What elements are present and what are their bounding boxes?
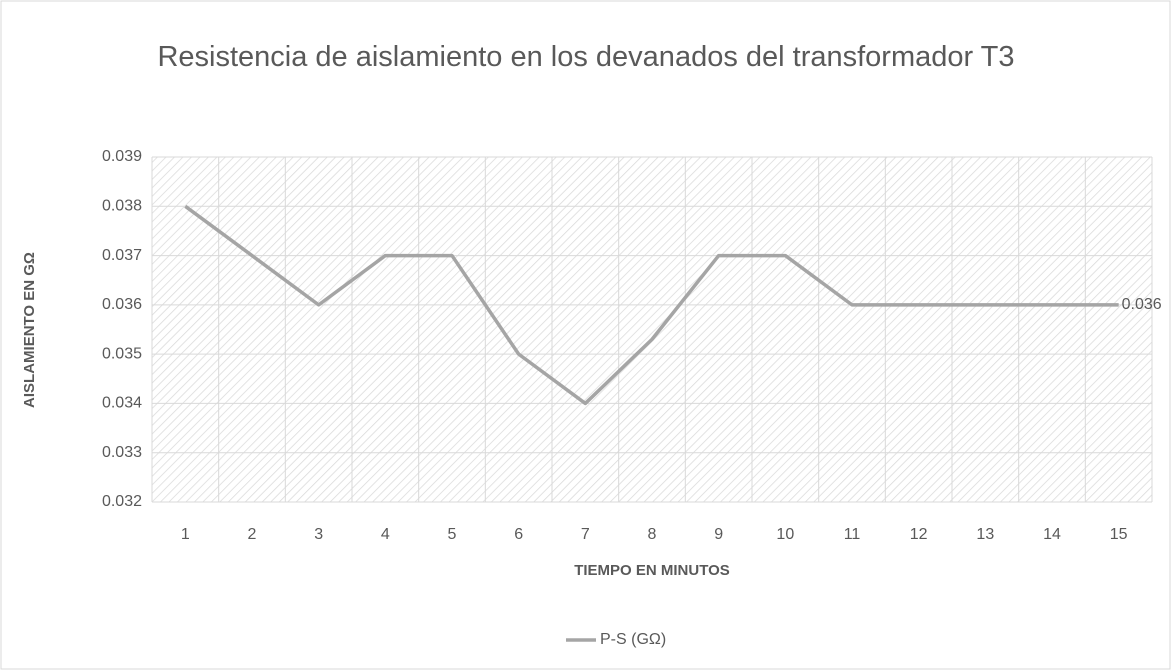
legend-label: P-S (GΩ): [600, 631, 666, 648]
x-tick-label: 6: [514, 526, 523, 543]
x-axis-label: TIEMPO EN MINUTOS: [574, 562, 730, 579]
x-tick-label: 11: [844, 526, 861, 543]
x-tick-label: 14: [1043, 526, 1061, 543]
plot-area: [152, 157, 1152, 502]
chart-title: Resistencia de aislamiento en los devana…: [157, 41, 1015, 73]
x-tick-label: 5: [448, 526, 457, 543]
x-tick-label: 8: [648, 526, 657, 543]
series-line: [184, 204, 1119, 406]
y-tick-label: 0.032: [102, 493, 142, 510]
x-tick-label: 7: [581, 526, 590, 543]
y-axis-label: AISLAMIENTO EN GΩ: [21, 252, 38, 408]
data-label: 0.036: [1122, 296, 1162, 313]
x-tick-label: 4: [381, 526, 390, 543]
x-tick-label: 10: [776, 526, 794, 543]
y-tick-label: 0.033: [102, 444, 142, 461]
x-tick-label: 2: [248, 526, 257, 543]
y-tick-label: 0.035: [102, 345, 142, 362]
y-tick-label: 0.037: [102, 247, 142, 264]
y-tick-label: 0.036: [102, 296, 142, 313]
y-tick-label: 0.034: [102, 395, 142, 412]
x-tick-label: 9: [714, 526, 723, 543]
x-tick-label: 12: [910, 526, 928, 543]
x-tick-label: 1: [181, 526, 190, 543]
x-tick-label: 13: [976, 526, 994, 543]
x-tick-label: 3: [314, 526, 323, 543]
y-tick-label: 0.038: [102, 198, 142, 215]
x-tick-label: 15: [1110, 526, 1128, 543]
y-tick-label: 0.039: [102, 148, 142, 165]
